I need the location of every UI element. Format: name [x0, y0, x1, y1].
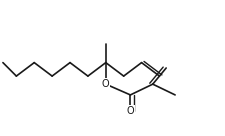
Text: O: O	[127, 106, 134, 116]
Text: O: O	[102, 79, 110, 89]
